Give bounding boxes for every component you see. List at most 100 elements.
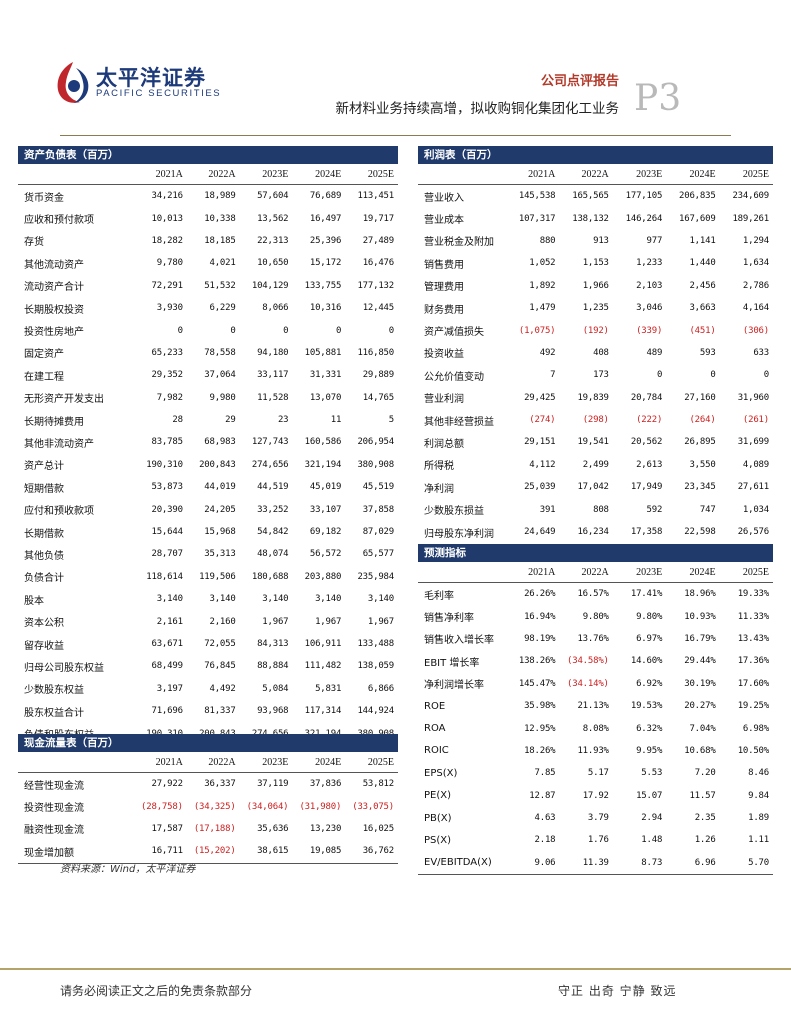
cell-value: 57,604	[257, 191, 289, 202]
cell-value: 3,930	[156, 303, 183, 314]
cell-value: 37,836	[309, 779, 342, 790]
cell-value: 35,313	[204, 549, 236, 560]
table-row: EV/EBITDA(X) 9.06 11.39 8.73 6.96 5.70	[418, 852, 773, 874]
cell-value: 36,762	[362, 846, 395, 857]
balance-sheet-panel: 资产负债表（百万） 2021A 2022A 2023E 2024E 2025E …	[18, 146, 398, 746]
table-row: 流动资产合计 72,291 51,532 104,129 133,755 177,132	[18, 275, 398, 297]
row-label: 销售收入增长率	[424, 635, 494, 647]
cell-value: 7	[550, 370, 556, 381]
cell-value: 6.96	[694, 857, 716, 868]
cell-value: 321,194	[304, 459, 342, 470]
row-label: 其他流动资产	[24, 259, 84, 271]
cell-value: 44,019	[204, 482, 236, 493]
row-label: 股本	[24, 595, 44, 607]
table-row: 财务费用 1,479 1,235 3,046 3,663 4,164	[418, 297, 773, 319]
report-type: 公司点评报告	[540, 74, 619, 89]
table-row: 投资性现金流 (28,758) (34,325) (34,064) (31,980) (3…	[18, 795, 398, 817]
footer-disclaimer: 请务必阅读正文之后的免责条款部分	[60, 984, 253, 998]
table-row: 资本公积 2,161 2,160 1,967 1,967 1,967	[18, 610, 398, 632]
table-row: 资产减值损失 (1,075) (192) (339) (451) (306)	[418, 319, 773, 341]
cell-value: 30.19%	[684, 678, 716, 689]
forecast-title: 预测指标	[418, 544, 773, 562]
row-label: 归母公司股东权益	[24, 662, 104, 674]
table-row: 少数股东权益 3,197 4,492 5,084 5,831 6,866	[18, 678, 398, 700]
cell-value: 5.70	[748, 857, 769, 868]
cell-value: 3,140	[209, 594, 236, 605]
cell-value: 35,636	[257, 823, 289, 834]
cell-value: 94,180	[257, 347, 289, 358]
cell-value: 33,117	[257, 370, 289, 381]
row-label: 净利润	[424, 483, 454, 495]
cell-value: 274,656	[251, 459, 289, 470]
cell-value: 104,129	[251, 280, 289, 291]
cell-value: 27,922	[151, 779, 183, 790]
cell-value: 9,780	[156, 258, 183, 269]
row-label: 少数股东权益	[24, 685, 84, 697]
row-label: 存货	[24, 237, 44, 249]
cell-value: 10,013	[151, 213, 183, 224]
cell-value: 11.57	[689, 790, 716, 801]
table-row: ROE 35.98% 21.13% 19.53% 20.27% 19.25%	[418, 695, 773, 717]
cell-value: 21.13%	[577, 701, 609, 712]
cell-value: 0	[763, 370, 769, 381]
cell-value: 12,445	[362, 303, 395, 314]
table-row: 其他流动资产 9,780 4,021 10,650 15,172 16,476	[18, 252, 398, 274]
cell-value: 72,055	[204, 639, 236, 649]
cell-value: 56,572	[309, 549, 342, 560]
cell-value: 87,029	[362, 527, 395, 538]
table-row: 归母公司股东权益 68,499 76,845 88,884 111,482 138,059	[18, 655, 398, 677]
year-header: 2021A	[528, 168, 556, 180]
cell-value: 2,613	[636, 459, 663, 470]
cell-value: 3,140	[262, 594, 289, 605]
cell-value: 9.84	[748, 790, 769, 801]
row-label: 在建工程	[24, 371, 64, 383]
cell-value: 113,451	[357, 191, 394, 202]
cell-value: 69,182	[309, 527, 342, 538]
cell-value: 7,982	[156, 392, 183, 403]
cell-value: 9.80%	[582, 611, 609, 622]
cell-value: 18.96%	[684, 589, 716, 600]
row-label: 应付和预收款项	[24, 506, 94, 518]
cell-value: 4,089	[742, 459, 769, 470]
cell-value: 72,291	[151, 280, 183, 291]
table-row: 净利润增长率 145.47% (34.14%) 6.92% 30.19% 17.60%	[418, 673, 773, 695]
cell-value: 190,310	[146, 459, 183, 470]
cell-value: (28,758)	[141, 801, 183, 812]
cell-value: 65,577	[362, 549, 395, 560]
cell-value: 13,070	[309, 392, 342, 403]
company-logo: 太平洋证券 PACIFIC SECURITIES	[52, 58, 312, 110]
row-label: 公允价值变动	[424, 371, 484, 383]
cell-value: (1,075)	[518, 325, 556, 336]
cell-value: 4,112	[529, 459, 556, 470]
row-label: EBIT 增长率	[424, 657, 480, 669]
cell-value: 0	[177, 325, 183, 336]
cell-value: 6.32%	[636, 723, 663, 734]
cell-value: 12.95%	[524, 723, 556, 734]
data-source-note: 资料来源：Wind，太平洋证券	[60, 864, 196, 875]
table-row: 营业利润 29,425 19,839 20,784 27,160 31,960	[418, 387, 773, 409]
cell-value: 17.60%	[737, 678, 770, 689]
cell-value: (222)	[636, 415, 663, 426]
table-row: 营业税金及附加 880 913 977 1,141 1,294	[418, 230, 773, 252]
table-row: 公允价值变动 7 173 0 0 0	[418, 364, 773, 386]
cell-value: 5.17	[587, 768, 609, 779]
cell-value: 17,949	[630, 482, 663, 493]
cell-value: 27,160	[684, 392, 716, 403]
cell-value: 18.26%	[524, 745, 556, 756]
cell-value: 177,105	[625, 191, 663, 202]
cell-value: 391	[539, 504, 556, 515]
cell-value: 5.53	[641, 768, 663, 779]
cell-value: 13,562	[257, 213, 289, 224]
table-row: EPS(X) 7.85 5.17 5.53 7.20 8.46	[418, 762, 773, 784]
cell-value: 0	[710, 370, 716, 381]
cell-value: 37,858	[362, 504, 395, 515]
cell-value: (264)	[689, 415, 716, 426]
cell-value: 29,425	[524, 392, 556, 403]
row-label: 营业成本	[424, 215, 464, 227]
cell-value: 54,842	[257, 527, 289, 538]
table-row: ROIC 18.26% 11.93% 9.95% 10.68% 10.50%	[418, 740, 773, 762]
cell-value: 2,786	[742, 280, 769, 291]
cell-value: 34,216	[151, 191, 183, 202]
balance-sheet-title: 资产负债表（百万）	[18, 146, 398, 164]
cell-value: 18,185	[204, 235, 236, 246]
